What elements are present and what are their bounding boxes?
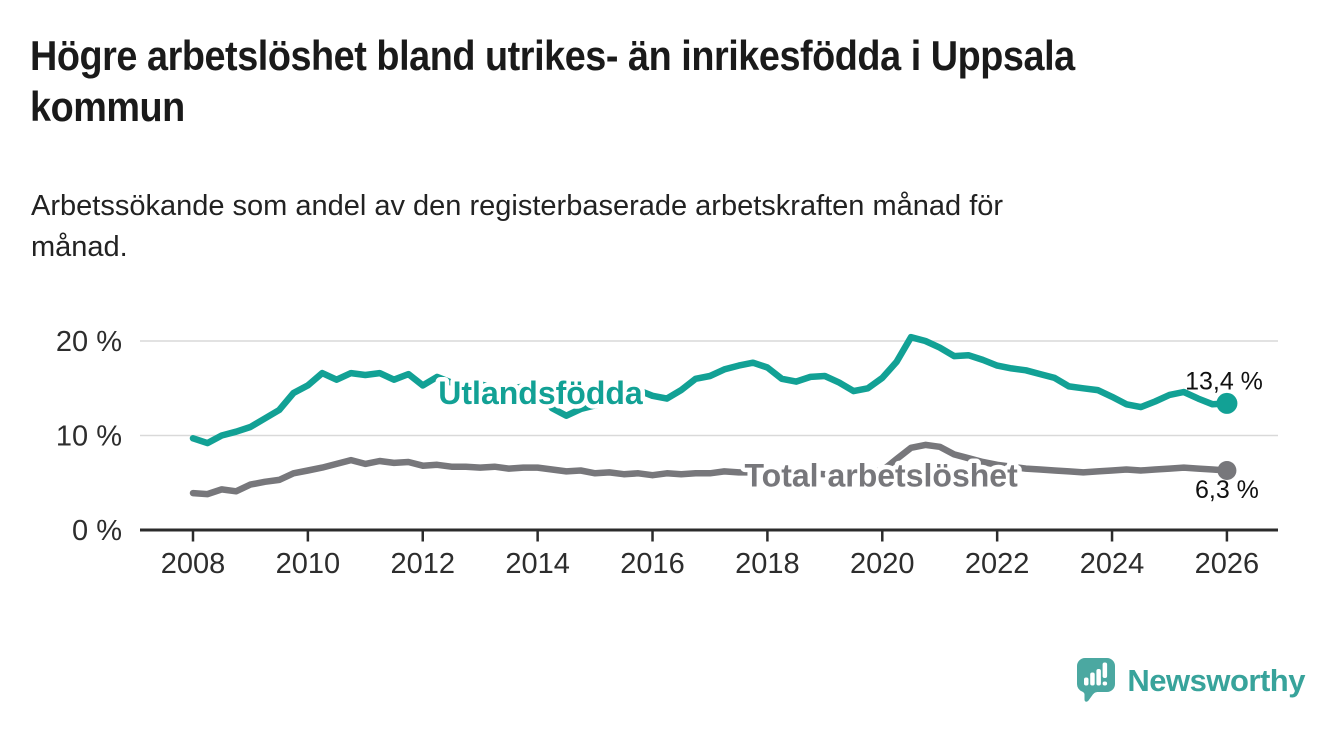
end-dot-total-arbetsl-shet [1217, 460, 1237, 480]
page-title: Högre arbetslöshet bland utrikes- än inr… [30, 30, 1075, 132]
speech-bubble-shape [1077, 658, 1116, 702]
newsworthy-logo: Newsworthy [1077, 658, 1305, 704]
newsworthy-brand-text: Newsworthy [1127, 663, 1305, 698]
end-dot-utlandsf-dda [1216, 392, 1238, 414]
y-tick-label-20: 20 % [56, 326, 122, 358]
x-tick-label-2022: 2022 [965, 548, 1030, 580]
page-title-line-2: kommun [30, 83, 185, 130]
x-tick-label-2010: 2010 [276, 548, 341, 580]
series-label-utlandsf-dda: Utlandsfödda [438, 375, 643, 411]
x-tick-label-2014: 2014 [505, 548, 570, 580]
chart-subtitle: Arbetssökande som andel av den registerb… [31, 186, 1003, 268]
end-value-label-total-arbetsl-shet: 6,3 % [1195, 476, 1259, 504]
x-tick-label-2026: 2026 [1195, 548, 1260, 580]
y-tick-label-0: 0 % [72, 515, 122, 547]
newsworthy-logo-icon [1077, 658, 1116, 702]
page-title-line-1: Högre arbetslöshet bland utrikes- än inr… [30, 32, 1075, 79]
x-tick-label-2008: 2008 [161, 548, 226, 580]
x-tick-label-2020: 2020 [850, 548, 915, 580]
x-tick-label-2016: 2016 [620, 548, 685, 580]
x-tick-label-2018: 2018 [735, 548, 800, 580]
chart-subtitle-line-2: månad. [31, 231, 128, 263]
x-tick-label-2024: 2024 [1080, 548, 1145, 580]
end-value-label-utlandsf-dda: 13,4 % [1185, 367, 1263, 395]
line-total-arbetsl-shet [189, 441, 1231, 498]
chart-subtitle-line-1: Arbetssökande som andel av den registerb… [31, 190, 1004, 222]
y-tick-label-10: 10 % [56, 421, 122, 453]
line-utlandsf-dda [189, 333, 1231, 447]
series-label-total-arbetsl-shet: Total arbetslöshet [745, 458, 1019, 494]
logo-bars-and-exclamation [1084, 662, 1108, 686]
x-tick-label-2012: 2012 [391, 548, 456, 580]
